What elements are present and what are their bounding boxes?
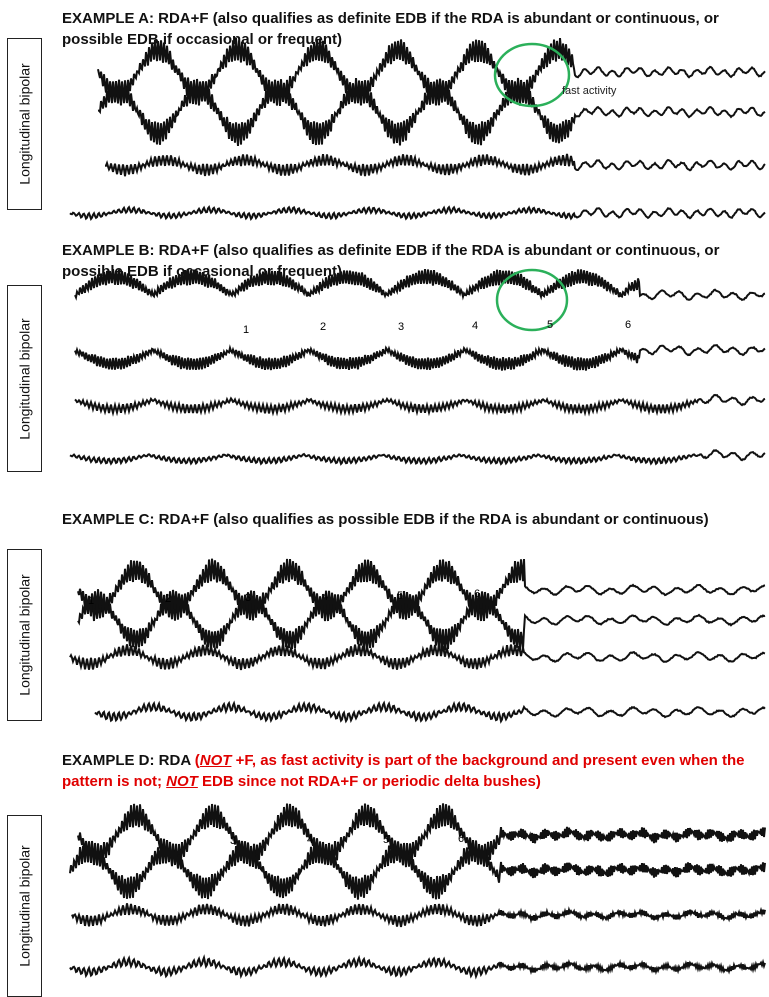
example-c-title: EXAMPLE C: RDA+F (also qualifies as poss… bbox=[62, 511, 709, 528]
burst-number-5: 5 bbox=[383, 834, 389, 846]
burst-number-1: 1 bbox=[243, 324, 249, 336]
burst-number-5: 5 bbox=[547, 319, 553, 331]
example-c-panel: EXAMPLE C: RDA+F (also qualifies as poss… bbox=[0, 480, 769, 735]
example-b-montage-label: Longitudinal bipolar bbox=[7, 285, 42, 472]
example-a-montage-label: Longitudinal bipolar bbox=[7, 38, 42, 210]
eeg-channel-4 bbox=[69, 205, 766, 222]
burst-number-1: 1 bbox=[88, 595, 94, 607]
burst-number-5: 5 bbox=[397, 590, 403, 602]
burst-number-4: 4 bbox=[322, 591, 328, 603]
burst-number-4: 4 bbox=[472, 320, 478, 332]
example-d-title: EXAMPLE D: RDA (NOT +F, as fast activity… bbox=[62, 750, 762, 792]
example-a-panel: EXAMPLE A: RDA+F (also qualifies as defi… bbox=[0, 0, 769, 235]
burst-number-6: 6 bbox=[474, 588, 480, 600]
eeg-channel-3 bbox=[71, 902, 766, 928]
burst-number-3: 3 bbox=[230, 835, 236, 847]
eeg-channel-4 bbox=[69, 448, 766, 466]
example-d-title-prefix: EXAMPLE D: RDA bbox=[62, 752, 195, 769]
burst-number-2: 2 bbox=[165, 593, 171, 605]
fast-activity-highlight-circle bbox=[493, 42, 571, 108]
burst-number-3: 3 bbox=[398, 321, 404, 333]
eeg-channel-1 bbox=[74, 268, 766, 302]
burst-number-6: 6 bbox=[625, 319, 631, 331]
eeg-channel-2 bbox=[77, 589, 766, 651]
example-d-montage-label: Longitudinal bipolar bbox=[7, 815, 42, 997]
example-d-panel: EXAMPLE D: RDA (NOT +F, as fast activity… bbox=[0, 735, 769, 997]
eeg-channel-3 bbox=[69, 643, 766, 671]
eeg-channel-3 bbox=[74, 393, 766, 417]
title-not-emphasis: NOT bbox=[166, 773, 198, 790]
example-c-montage-label: Longitudinal bipolar bbox=[7, 549, 42, 721]
eeg-channel-3 bbox=[105, 153, 766, 177]
burst-number-3: 3 bbox=[245, 592, 251, 604]
fast-activity-annotation: fast activity bbox=[562, 85, 617, 97]
example-d-title-red-part: (NOT +F, as fast activity is part of the… bbox=[62, 752, 745, 790]
title-red-text: ( bbox=[194, 752, 200, 769]
burst-number-6: 6 bbox=[458, 833, 464, 845]
eeg-channel-4 bbox=[94, 700, 766, 724]
example-d-eeg-traces: 3 4 5 6 bbox=[69, 803, 766, 980]
title-red-text: EDB since not RDA+F or periodic delta bu… bbox=[197, 773, 541, 790]
eeg-channel-1 bbox=[77, 558, 766, 622]
eeg-channel-2 bbox=[97, 77, 766, 146]
example-a-title: EXAMPLE A: RDA+F (also qualifies as defi… bbox=[62, 10, 719, 48]
eeg-channel-4 bbox=[69, 954, 766, 980]
burst-highlight-circle bbox=[495, 268, 569, 332]
title-red-text: +F, as fast activity is part of the back… bbox=[62, 752, 745, 790]
eeg-channel-2 bbox=[74, 344, 766, 371]
example-b-panel: EXAMPLE B: RDA+F (also qualifies as defi… bbox=[0, 235, 769, 480]
example-c-eeg-traces: 1 2 3 4 5 6 bbox=[69, 558, 766, 724]
burst-number-2: 2 bbox=[320, 321, 326, 333]
example-b-eeg-traces: 1 2 3 4 5 6 bbox=[69, 268, 766, 466]
example-a-eeg-traces: fast activity bbox=[69, 38, 766, 222]
title-not-emphasis: NOT bbox=[199, 752, 232, 769]
eeg-channel-1 bbox=[77, 803, 766, 868]
burst-number-4: 4 bbox=[307, 834, 313, 846]
eeg-channel-2 bbox=[69, 840, 766, 900]
